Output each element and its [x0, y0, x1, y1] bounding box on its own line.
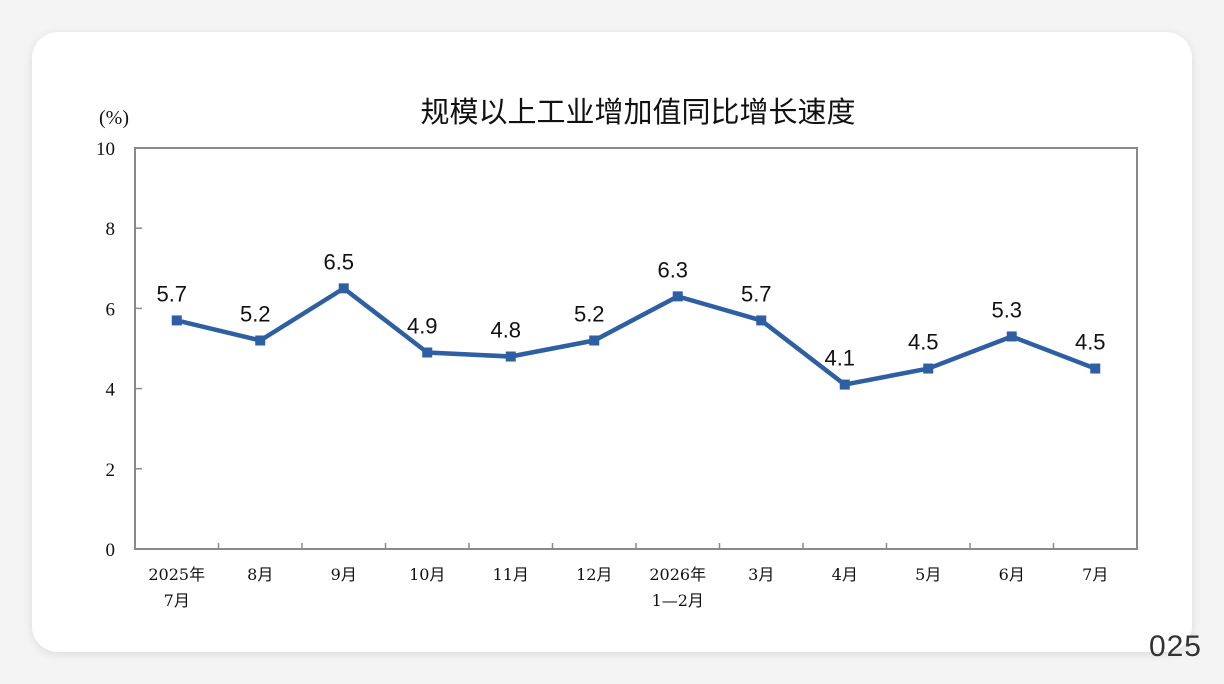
x-tick-label: 12月: [576, 565, 612, 584]
x-tick-label: 5月: [915, 565, 941, 584]
x-tick-label: 11月: [493, 565, 529, 584]
data-point: [505, 351, 516, 362]
data-label: 6.5: [323, 249, 354, 274]
series: [171, 283, 1101, 390]
data-point: [756, 315, 767, 326]
x-axis: 2025年 7月 8月 9月 10月 11月 12月 2026年 1—2月 3月 4月 5月 6月 7月: [148, 543, 1108, 610]
y-tick-label: 6: [106, 299, 116, 320]
chart-title: 规模以上工业增加值同比增长速度: [420, 95, 855, 129]
x-tick-label: 9月: [331, 565, 357, 584]
data-label: 4.5: [908, 330, 939, 355]
data-label: 5.3: [991, 297, 1022, 322]
x-tick-label: 2026年: [649, 565, 706, 584]
y-tick-label: 8: [106, 219, 116, 240]
data-labels: 5.7 5.2 6.5 4.9 4.8 5.2 6.3 5.7 4.1 4.5 5.3 4.5: [156, 249, 1105, 370]
x-tick-label: 4月: [832, 565, 858, 584]
data-label: 4.5: [1075, 330, 1106, 355]
data-point: [923, 363, 934, 374]
y-tick-label: 4: [106, 380, 116, 401]
y-tick-label: 0: [106, 540, 116, 561]
data-label: 4.8: [490, 318, 521, 343]
x-tick-label: 7月: [164, 591, 190, 610]
data-point: [672, 291, 683, 302]
data-point: [839, 379, 850, 390]
x-tick-label: 2025年: [148, 565, 205, 584]
data-label: 4.9: [407, 314, 438, 339]
y-axis-unit: (%): [99, 107, 129, 129]
x-tick-label: 10月: [409, 565, 445, 584]
data-point: [422, 347, 433, 358]
watermark-text: 025: [1148, 630, 1202, 663]
data-point: [171, 315, 182, 326]
data-label: 5.2: [574, 301, 605, 326]
data-label: 4.1: [824, 346, 855, 371]
data-label: 6.3: [657, 257, 688, 282]
data-label: 5.2: [240, 301, 271, 326]
x-tick-label: 1—2月: [652, 591, 704, 610]
y-tick-label: 2: [106, 460, 116, 481]
data-label: 5.7: [156, 281, 187, 306]
data-point: [589, 335, 600, 346]
data-point: [1006, 331, 1017, 342]
x-tick-label: 6月: [999, 565, 1025, 584]
x-tick-label: 8月: [247, 565, 273, 584]
data-point: [1090, 363, 1101, 374]
x-tick-label: 7月: [1082, 565, 1108, 584]
series-line: [176, 286, 1097, 387]
x-tick-label: 3月: [748, 565, 774, 584]
data-label: 5.7: [741, 281, 772, 306]
y-axis: 0 2 4 6 8 10: [96, 139, 142, 561]
data-point: [338, 283, 349, 294]
data-point: [255, 335, 266, 346]
y-tick-label: 10: [96, 139, 115, 160]
